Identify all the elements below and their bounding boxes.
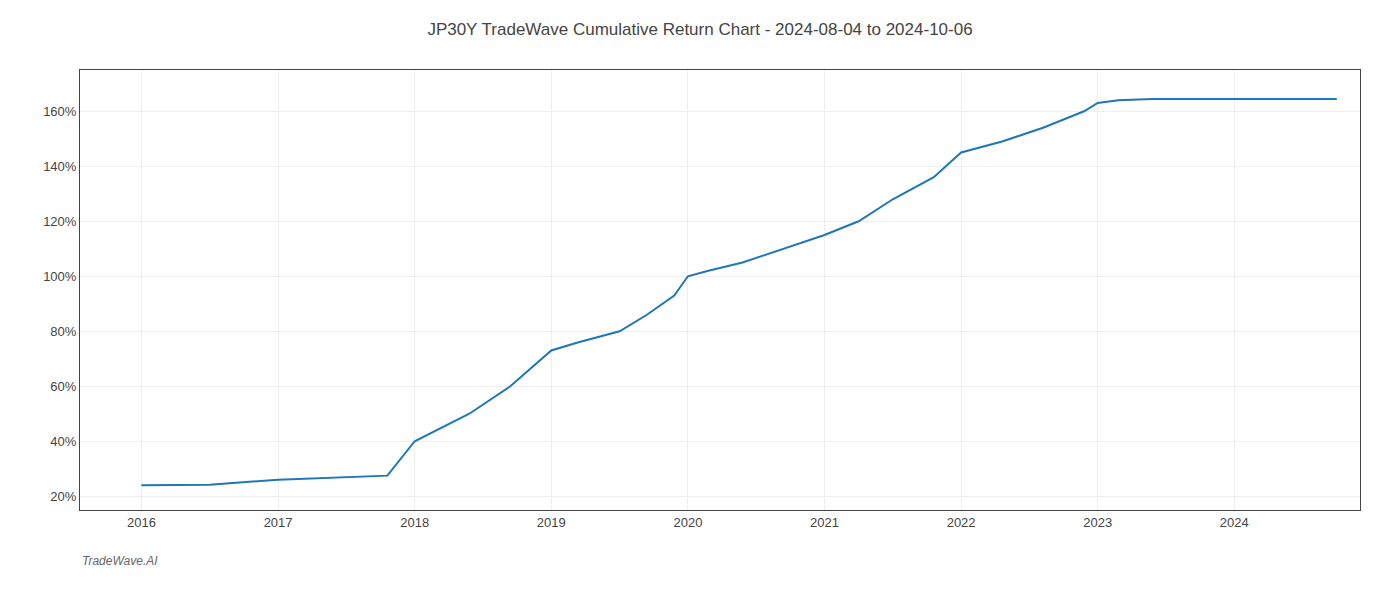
svg-text:JP30Y TradeWave Cumulative Ret: JP30Y TradeWave Cumulative Return Chart … (427, 20, 972, 39)
svg-text:2024: 2024 (1220, 515, 1249, 530)
svg-text:140%: 140% (43, 159, 77, 174)
svg-text:20%: 20% (50, 489, 76, 504)
svg-text:2023: 2023 (1083, 515, 1112, 530)
svg-text:120%: 120% (43, 214, 77, 229)
svg-text:40%: 40% (50, 434, 76, 449)
svg-text:2022: 2022 (947, 515, 976, 530)
svg-text:2017: 2017 (264, 515, 293, 530)
svg-text:160%: 160% (43, 104, 77, 119)
svg-text:2021: 2021 (810, 515, 839, 530)
svg-text:100%: 100% (43, 269, 77, 284)
svg-text:2020: 2020 (673, 515, 702, 530)
svg-text:60%: 60% (50, 379, 76, 394)
svg-text:2018: 2018 (400, 515, 429, 530)
svg-text:80%: 80% (50, 324, 76, 339)
svg-text:TradeWave.AI: TradeWave.AI (82, 554, 158, 568)
svg-text:2016: 2016 (127, 515, 156, 530)
svg-text:2019: 2019 (537, 515, 566, 530)
